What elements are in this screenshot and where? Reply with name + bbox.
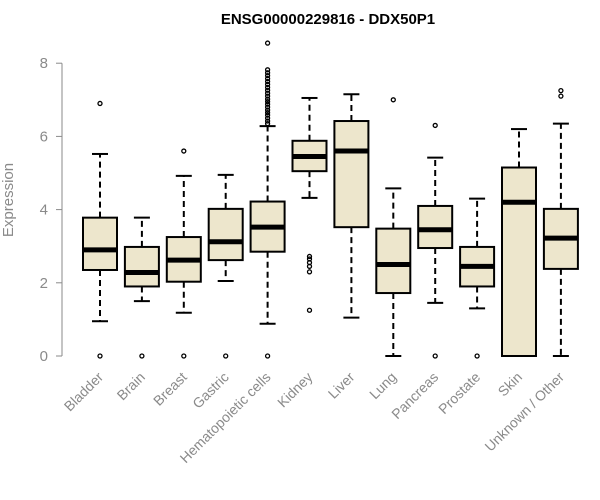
outlier-point xyxy=(223,353,229,359)
outlier-point xyxy=(97,353,103,359)
outlier-point xyxy=(264,115,271,121)
outlier-point xyxy=(264,75,271,82)
outlier-point xyxy=(139,353,145,359)
iqr-box xyxy=(375,227,412,295)
outlier-point xyxy=(264,101,271,107)
outlier-point xyxy=(181,148,187,154)
y-tick-label: 0 xyxy=(40,348,48,365)
box-bladder xyxy=(82,100,118,359)
outlier-point xyxy=(264,84,271,91)
outlier-point xyxy=(181,353,187,359)
outlier-point xyxy=(264,81,271,88)
iqr-box xyxy=(417,204,454,250)
outlier-point xyxy=(264,96,271,102)
outlier-point xyxy=(306,253,313,260)
outlier-point xyxy=(264,107,271,113)
box-skin xyxy=(501,128,537,357)
outlier-point xyxy=(558,93,564,99)
x-tick-label: Kidney xyxy=(274,369,316,411)
x-tick-label: Pancreas xyxy=(388,369,441,422)
outlier-point xyxy=(264,72,271,79)
y-tick-label: 6 xyxy=(40,128,48,145)
outlier-point xyxy=(264,93,271,99)
y-tick-label: 4 xyxy=(40,202,48,219)
outlier-point xyxy=(306,269,313,275)
iqr-box xyxy=(82,216,118,271)
x-tick-label: Breast xyxy=(150,369,190,409)
outlier-point xyxy=(474,353,480,359)
outlier-point xyxy=(264,112,271,118)
box-brain xyxy=(123,216,160,359)
x-tick-label: Brain xyxy=(114,369,148,403)
iqr-box xyxy=(501,166,537,357)
box-prostate xyxy=(459,197,496,359)
y-tick-label: 8 xyxy=(40,55,48,72)
box-lung xyxy=(375,97,412,357)
box-pancreas xyxy=(417,122,454,359)
outlier-point xyxy=(264,70,271,76)
box-unknown-other xyxy=(542,88,579,357)
x-tick-label: Unknown / Other xyxy=(481,369,567,455)
box-series xyxy=(82,40,579,359)
outlier-point xyxy=(264,90,271,96)
y-axis-label: Expression xyxy=(0,163,17,237)
outlier-point xyxy=(432,122,438,129)
outlier-point xyxy=(264,40,271,46)
outlier-point xyxy=(264,118,271,124)
box-hematopoietic-cells xyxy=(249,40,286,359)
outlier-point xyxy=(264,78,271,85)
outlier-point xyxy=(264,353,271,359)
x-tick-label: Prostate xyxy=(435,369,483,417)
outlier-point xyxy=(264,98,271,105)
outlier-point xyxy=(306,256,313,262)
outlier-point xyxy=(264,120,271,127)
outlier-point xyxy=(97,100,103,107)
x-tick-label: Bladder xyxy=(61,369,107,415)
outlier-point xyxy=(306,307,313,313)
iqr-box xyxy=(123,245,160,288)
x-tick-label: Liver xyxy=(325,369,358,402)
y-axis: 0 2 4 6 8 xyxy=(40,55,63,365)
box-breast xyxy=(165,148,202,359)
iqr-box xyxy=(333,120,370,229)
x-tick-label: Lung xyxy=(366,369,399,402)
box-liver xyxy=(333,93,370,319)
outlier-point xyxy=(264,67,271,73)
outlier-point xyxy=(264,109,271,116)
outlier-point xyxy=(390,97,396,103)
box-kidney xyxy=(291,96,328,313)
outlier-point xyxy=(264,104,271,110)
outlier-point xyxy=(432,353,438,359)
outlier-point xyxy=(558,88,564,94)
chart-title: ENSG00000229816 - DDX50P1 xyxy=(221,11,435,28)
box-gastric xyxy=(207,173,244,359)
outlier-point xyxy=(264,87,271,93)
iqr-box xyxy=(207,207,244,262)
x-tick-label: Skin xyxy=(495,369,526,400)
y-tick-label: 2 xyxy=(40,275,48,292)
